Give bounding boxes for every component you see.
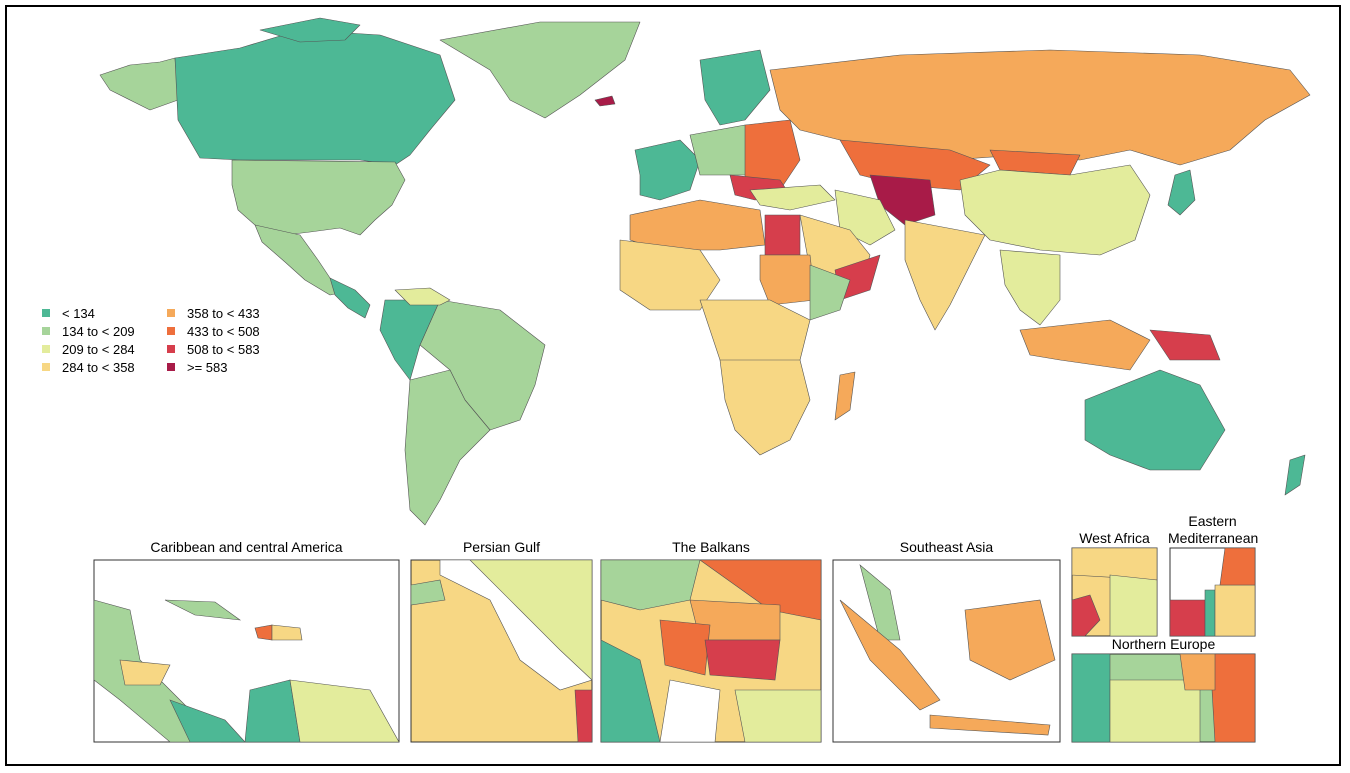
legend-swatch <box>42 345 50 353</box>
inset-title-caribbean: Caribbean and central America <box>150 539 343 555</box>
region-west-africa <box>619 239 721 311</box>
legend-item: 358 to < 433 <box>167 304 297 322</box>
inset-title-balkans: The Balkans <box>672 539 750 555</box>
balkans-bulgaria <box>704 639 781 681</box>
region-southern-africa <box>719 359 811 456</box>
emed-syria <box>1219 547 1256 586</box>
region-madagascar <box>834 371 856 421</box>
caribbean-venezuela <box>289 679 400 743</box>
caribbean-dominican <box>271 624 303 641</box>
gulf-oman <box>574 689 593 743</box>
legend-label: 508 to < 583 <box>187 341 260 357</box>
legend-swatch <box>42 309 50 317</box>
legend-label: 433 to < 508 <box>187 323 260 339</box>
neu-central <box>1109 679 1201 743</box>
legend-swatch <box>167 345 175 353</box>
emed-egypt <box>1169 599 1206 637</box>
region-usa <box>231 159 406 236</box>
sea-sumatra <box>839 599 941 711</box>
emed-jordan <box>1214 584 1256 637</box>
region-indochina <box>999 249 1061 326</box>
region-central-america <box>329 277 371 319</box>
region-canada <box>174 29 456 166</box>
region-australia <box>1084 369 1226 471</box>
inset-title-eastern-mediterranean: Eastern Mediterranean <box>1168 513 1259 546</box>
region-iceland <box>594 95 616 107</box>
region-north-africa <box>629 199 766 251</box>
inset-title-west-africa: West Africa <box>1079 530 1150 546</box>
legend-label: 358 to < 433 <box>187 305 260 321</box>
sea-borneo <box>964 599 1056 681</box>
inset-title-persian-gulf: Persian Gulf <box>462 539 541 555</box>
legend-swatch <box>167 363 175 371</box>
region-greenland <box>439 21 641 119</box>
legend-label: 284 to < 358 <box>62 359 135 375</box>
region-japan <box>1167 169 1196 216</box>
legend-item: 209 to < 284 <box>42 340 167 358</box>
neu-baltic <box>1179 653 1216 691</box>
region-china <box>959 164 1151 256</box>
balkans-turkey <box>734 689 822 743</box>
inset-title-northern-europe: Northern Europe <box>1111 636 1216 652</box>
legend-label: >= 583 <box>187 359 228 375</box>
legend-label: < 134 <box>62 305 95 321</box>
region-new-guinea <box>1149 329 1221 361</box>
gulf-iran <box>469 559 593 681</box>
region-new-zealand <box>1284 454 1306 496</box>
legend-item: < 134 <box>42 304 167 322</box>
wa-east <box>1109 574 1158 637</box>
legend-item: 433 to < 508 <box>167 322 297 340</box>
inset-title-southeast-asia: Southeast Asia <box>899 539 994 555</box>
region-eastern-europe <box>744 119 801 191</box>
legend-item: >= 583 <box>167 358 297 376</box>
region-mexico <box>254 224 346 296</box>
legend-swatch <box>167 309 175 317</box>
neu-west <box>1071 653 1111 743</box>
region-egypt <box>764 214 801 256</box>
legend-label: 209 to < 284 <box>62 341 135 357</box>
balkans-central <box>600 559 701 611</box>
legend-item: 508 to < 583 <box>167 340 297 358</box>
legend-item: 284 to < 358 <box>42 358 167 376</box>
legend-swatch <box>42 327 50 335</box>
caribbean-cuba <box>164 599 242 621</box>
region-turkey <box>749 184 836 211</box>
region-sudan <box>759 254 816 306</box>
region-alaska <box>99 57 179 111</box>
gulf-kuwait <box>410 579 446 606</box>
region-venezuela <box>394 287 451 306</box>
wa-coast <box>1071 594 1101 637</box>
region-scandinavia <box>699 49 771 126</box>
sea-peninsula <box>859 564 901 641</box>
balkans-serbia <box>659 619 711 676</box>
legend-swatch <box>167 327 175 335</box>
legend-label: 134 to < 209 <box>62 323 135 339</box>
balkans-greece <box>659 679 721 743</box>
balkans-ukraine <box>699 559 822 621</box>
region-western-europe <box>634 139 701 201</box>
region-india <box>904 219 986 331</box>
emed-israel <box>1204 589 1216 637</box>
caribbean-honduras <box>119 659 171 686</box>
legend: < 134 134 to < 209 209 to < 284 284 to <… <box>42 304 297 376</box>
region-arctic-islands <box>259 17 361 43</box>
region-horn-africa <box>809 264 851 321</box>
legend-swatch <box>42 363 50 371</box>
sea-java <box>929 714 1051 736</box>
region-russia <box>769 49 1311 166</box>
legend-item: 134 to < 209 <box>42 322 167 340</box>
neu-east <box>1209 653 1256 743</box>
region-southern-cone <box>404 369 491 526</box>
region-brazil <box>419 299 546 431</box>
region-maritime-se-asia <box>1019 319 1151 371</box>
